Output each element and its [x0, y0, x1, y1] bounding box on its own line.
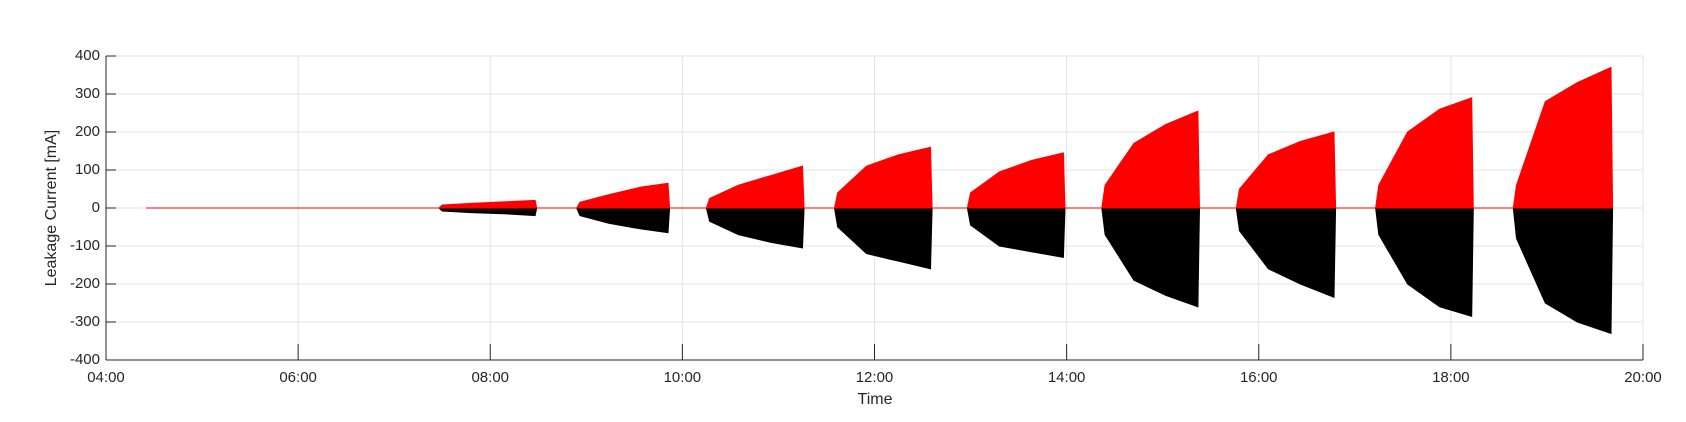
- x-tick-label: 12:00: [856, 369, 894, 386]
- y-tick-label: -400: [70, 351, 100, 368]
- y-tick-label: 200: [75, 123, 100, 140]
- x-tick-label: 04:00: [87, 369, 125, 386]
- y-tick-label: -300: [70, 313, 100, 330]
- x-tick-label: 08:00: [471, 369, 509, 386]
- area-series: [146, 66, 1614, 209]
- x-tick-label: 10:00: [664, 369, 702, 386]
- y-tick-label: 300: [75, 85, 100, 102]
- x-tick-label: 18:00: [1432, 369, 1470, 386]
- y-tick-label: -100: [70, 237, 100, 254]
- x-tick-label: 14:00: [1048, 369, 1086, 386]
- y-tick-label: 100: [75, 161, 100, 178]
- x-axis-label: Time: [858, 391, 893, 408]
- y-tick-label: -200: [70, 275, 100, 292]
- y-axis-label: Leakage Current [mA]: [43, 130, 60, 287]
- area-series: [146, 207, 1614, 335]
- x-tick-label: 16:00: [1240, 369, 1278, 386]
- y-tick-label: 400: [75, 47, 100, 64]
- x-tick-label: 20:00: [1624, 369, 1662, 386]
- y-tick-label: 0: [92, 199, 100, 216]
- x-tick-label: 06:00: [279, 369, 317, 386]
